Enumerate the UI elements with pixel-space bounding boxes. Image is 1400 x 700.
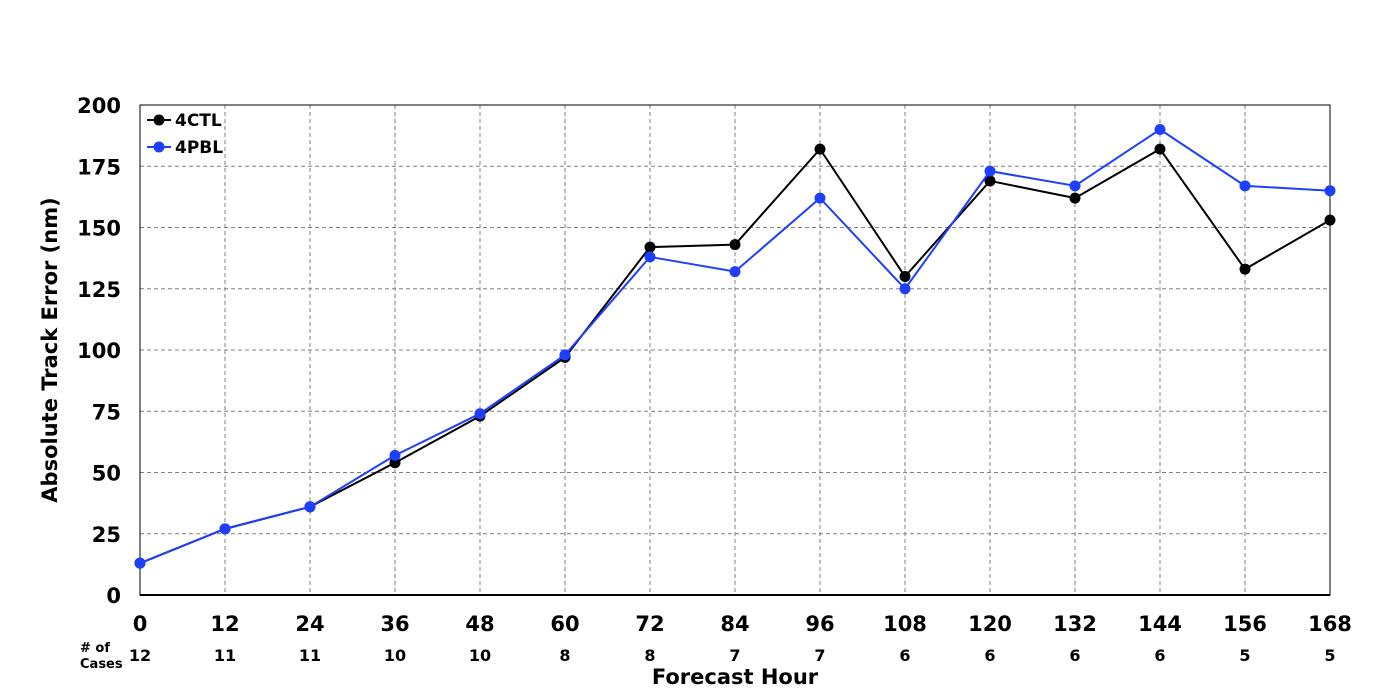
data-point (474, 408, 486, 420)
x-tick-label: 168 (1308, 612, 1352, 636)
legend-label: 4PBL (175, 138, 223, 158)
data-point (1154, 124, 1166, 135)
x-tick-labels: 0 12 24 36 48 60 72 84 96 108 120 132 144 156 168 (133, 612, 1352, 636)
data-point (899, 271, 911, 282)
data-point (1324, 185, 1336, 197)
legend-item: 4CTL (147, 111, 222, 131)
data-point (389, 449, 401, 461)
data-point (729, 266, 741, 278)
y-tick-labels: 0 25 50 75 100 125 150 175 200 (77, 94, 121, 608)
cases-count-label: 6 (899, 646, 910, 665)
data-point (1069, 180, 1081, 192)
y-tick-label: 25 (92, 523, 121, 547)
data-point (1324, 214, 1336, 226)
x-tick-label: 108 (883, 612, 927, 636)
cases-count-label: 8 (559, 646, 570, 665)
y-axis-title: Absolute Track Error (nm) (38, 197, 62, 502)
cases-count-label: 6 (1069, 646, 1080, 665)
cases-count-label: 6 (984, 646, 995, 665)
legend-item: 4PBL (147, 138, 223, 158)
data-point (729, 239, 741, 251)
y-tick-label: 75 (92, 400, 121, 424)
x-tick-label: 84 (720, 612, 749, 636)
legend-label: 4CTL (175, 111, 222, 131)
x-tick-label: 96 (805, 612, 834, 636)
legend-swatch-marker (153, 114, 165, 126)
data-point (984, 175, 996, 187)
cases-header-line-2: Cases (80, 657, 123, 672)
data-point (134, 557, 146, 569)
series-group (134, 124, 1336, 569)
x-tick-label: 0 (133, 612, 148, 636)
x-tick-label: 48 (465, 612, 494, 636)
series-4PBL (134, 124, 1336, 569)
x-axis-title: Forecast Hour (652, 665, 819, 689)
data-point (899, 283, 911, 295)
data-point (1239, 263, 1251, 275)
x-tick-label: 144 (1138, 612, 1182, 636)
cases-count-label: 6 (1154, 646, 1165, 665)
cases-count-label: 11 (299, 646, 321, 665)
y-tick-label: 150 (77, 217, 121, 241)
data-point (1154, 143, 1166, 155)
y-tick-label: 0 (106, 584, 121, 608)
cases-row: # of Cases 12 11 11 10 10 8 8 7 7 6 6 6 6 5 5 (80, 641, 1336, 672)
data-point (1069, 192, 1081, 204)
data-point (559, 349, 571, 361)
x-tick-label: 120 (968, 612, 1012, 636)
cases-count-label: 7 (729, 646, 740, 665)
legend-swatch-marker (153, 141, 165, 153)
data-point (644, 241, 656, 253)
x-tick-label: 12 (210, 612, 239, 636)
x-tick-label: 60 (550, 612, 579, 636)
cases-count-label: 10 (469, 646, 491, 665)
cases-count-label: 8 (644, 646, 655, 665)
x-tick-label: 24 (295, 612, 324, 636)
data-point (814, 143, 826, 155)
y-tick-label: 50 (92, 462, 121, 486)
cases-count-label: 10 (384, 646, 406, 665)
cases-count-label: 11 (214, 646, 236, 665)
data-point (1239, 180, 1251, 192)
y-tick-label: 100 (77, 339, 121, 363)
cases-count-label: 5 (1239, 646, 1250, 665)
cases-count-label: 12 (129, 646, 151, 665)
y-tick-label: 125 (77, 278, 121, 302)
x-tick-label: 132 (1053, 612, 1097, 636)
cases-count-label: 7 (814, 646, 825, 665)
y-tick-label: 200 (77, 94, 121, 118)
data-point (814, 192, 826, 204)
legend: 4CTL 4PBL (147, 111, 223, 158)
data-point (644, 251, 656, 263)
cases-header-line-1: # of (80, 641, 110, 656)
x-tick-label: 72 (635, 612, 664, 636)
y-tick-label: 175 (77, 155, 121, 179)
data-point (219, 523, 231, 535)
cases-count-label: 5 (1324, 646, 1335, 665)
data-point (984, 165, 996, 177)
x-tick-label: 156 (1223, 612, 1267, 636)
x-tick-label: 36 (380, 612, 409, 636)
data-point (304, 501, 316, 513)
